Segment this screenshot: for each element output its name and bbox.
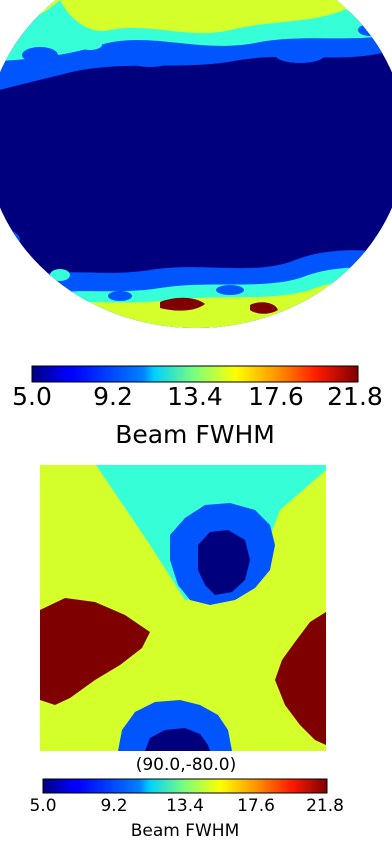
zoom-map [40,465,326,751]
top-colorbar-tick: 9.2 [93,382,133,411]
top-colorbar-tick: 21.8 [327,382,383,411]
mollweide-map [0,0,392,328]
bottom-colorbar-label: Beam FWHM [131,821,240,841]
top-colorbar: 5.0 9.2 13.4 17.6 21.8 Beam FWHM [12,365,383,449]
top-colorbar-tick: 13.4 [167,382,223,411]
top-colorbar-tick: 5.0 [12,382,52,411]
bottom-colorbar-tick: 13.4 [166,796,204,816]
zoom-panel-title: (90.0,-80.0) [136,755,237,775]
bottom-colorbar-tick: 9.2 [100,796,127,816]
top-colorbar-gradient [31,365,359,383]
bottom-colorbar-gradient [42,778,328,794]
bottom-colorbar: 5.0 9.2 13.4 17.6 21.8 Beam FWHM [29,778,344,841]
bottom-colorbar-tick: 5.0 [29,796,56,816]
top-colorbar-label: Beam FWHM [115,420,275,449]
bottom-colorbar-tick: 17.6 [237,796,275,816]
bottom-colorbar-tick: 21.8 [306,796,344,816]
top-colorbar-tick: 17.6 [248,382,304,411]
